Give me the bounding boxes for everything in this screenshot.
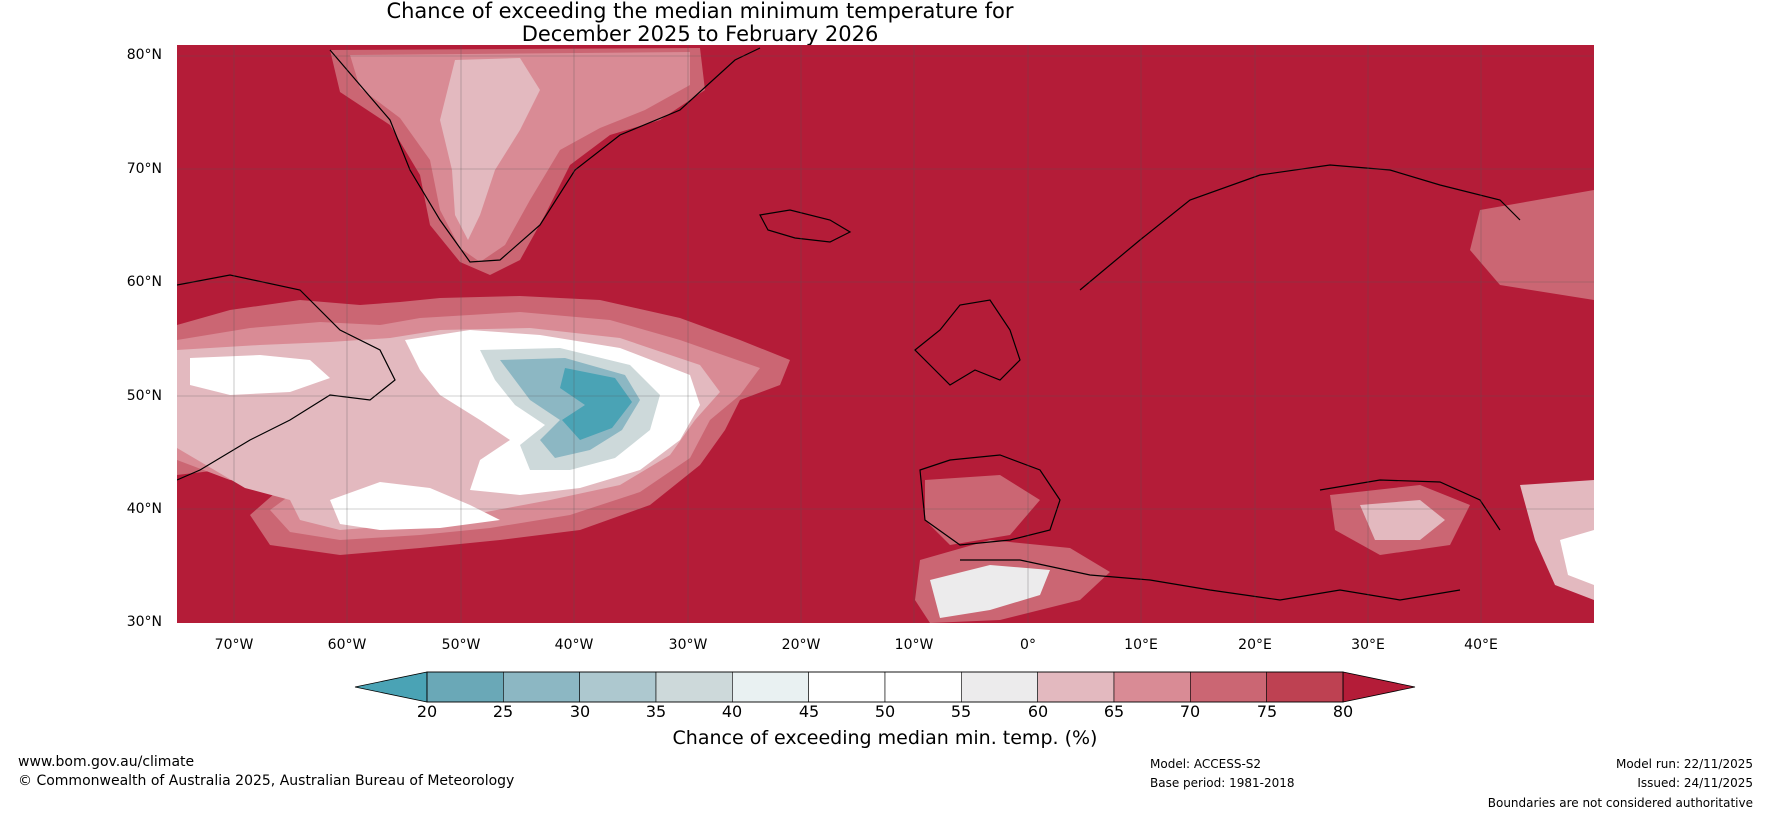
footer-website: www.bom.gov.au/climate [18,754,195,770]
footer-model: Model: ACCESS-S2 [1150,757,1262,771]
coastlines [177,47,1521,601]
region-greenland-75 [440,58,540,240]
chart-title: Chance of exceeding the median minimum t… [0,0,1400,46]
colorbar-under-triangle [354,671,428,703]
colorbar-tick-50: 50 [874,702,896,721]
colorbar-label: Chance of exceeding median min. temp. (%… [672,727,1098,749]
colorbar-tick-75: 75 [1256,702,1278,721]
colorbar-tick-45: 45 [798,702,820,721]
colorbar-over-triangle [1342,671,1416,703]
lat-label-50n: 50°N [126,388,162,404]
colorbar-segment [655,671,733,703]
colorbar-tick-80: 80 [1332,702,1354,721]
colorbar-segment [426,671,504,703]
colorbar-segment [884,671,962,703]
colorbar-segment [1266,671,1344,703]
lon-label-10w: 10°W [894,637,934,653]
colorbar-segment [579,671,657,703]
colorbar-tick-40: 40 [721,702,743,721]
footer-base-period: Base period: 1981-2018 [1150,776,1295,790]
lon-label-30e: 30°E [1351,637,1385,653]
colorbar-tick-30: 30 [569,702,591,721]
region-turkey-60 [1360,500,1445,540]
colorbar-segment [1190,671,1267,703]
lon-label-30w: 30°W [668,637,708,653]
region-north-africa-55 [930,565,1050,618]
region-middle-east-50 [1560,530,1594,585]
footer-copyright: © Commonwealth of Australia 2025, Austra… [18,773,515,789]
lon-label-20w: 20°W [781,637,821,653]
lat-label-40n: 40°N [126,501,162,517]
lon-label-40e: 40°E [1464,637,1498,653]
lon-label-20e: 20°E [1238,637,1272,653]
title-line-2: December 2025 to February 2026 [521,22,879,46]
lat-label-80n: 80°N [126,47,162,63]
colorbar-tick-20: 20 [416,702,438,721]
region-nw-atlantic-25 [560,368,632,440]
region-russia-70 [1470,190,1594,300]
colorbar-segment [1113,671,1191,703]
colorbar-segment [503,671,580,703]
footer-model-run: Model run: 22/11/2025 [1615,757,1753,771]
lon-label-10e: 10°E [1124,637,1158,653]
colorbar-tick-35: 35 [645,702,667,721]
footer-disclaimer: Boundaries are not considered authoritat… [1487,796,1753,810]
colorbar-tick-65: 65 [1103,702,1125,721]
colorbar-tick-70: 70 [1179,702,1201,721]
colorbar-segment [1037,671,1115,703]
colorbar-segment [732,671,809,703]
region-iberia-70 [925,475,1040,545]
lon-label-60w: 60°W [327,637,367,653]
region-greenland-70 [350,52,690,262]
footer-issued: Issued: 24/11/2025 [1637,776,1753,790]
lat-label-30n: 30°N [126,614,162,630]
graticule [177,45,1594,623]
lon-label-70w: 70°W [214,637,254,653]
title-line-1: Chance of exceeding the median minimum t… [386,0,1014,23]
colorbar-tick-25: 25 [492,702,514,721]
colorbar-tick-60: 60 [1027,702,1049,721]
lon-label-40w: 40°W [554,637,594,653]
lat-label-70n: 70°N [126,161,162,177]
lon-label-0: 0° [1020,637,1036,653]
colorbar-segment [961,671,1038,703]
colorbar-segment [808,671,886,703]
colorbar [354,671,1416,703]
colorbar-tick-55: 55 [950,702,972,721]
lat-label-60n: 60°N [126,274,162,290]
lon-label-50w: 50°W [441,637,481,653]
